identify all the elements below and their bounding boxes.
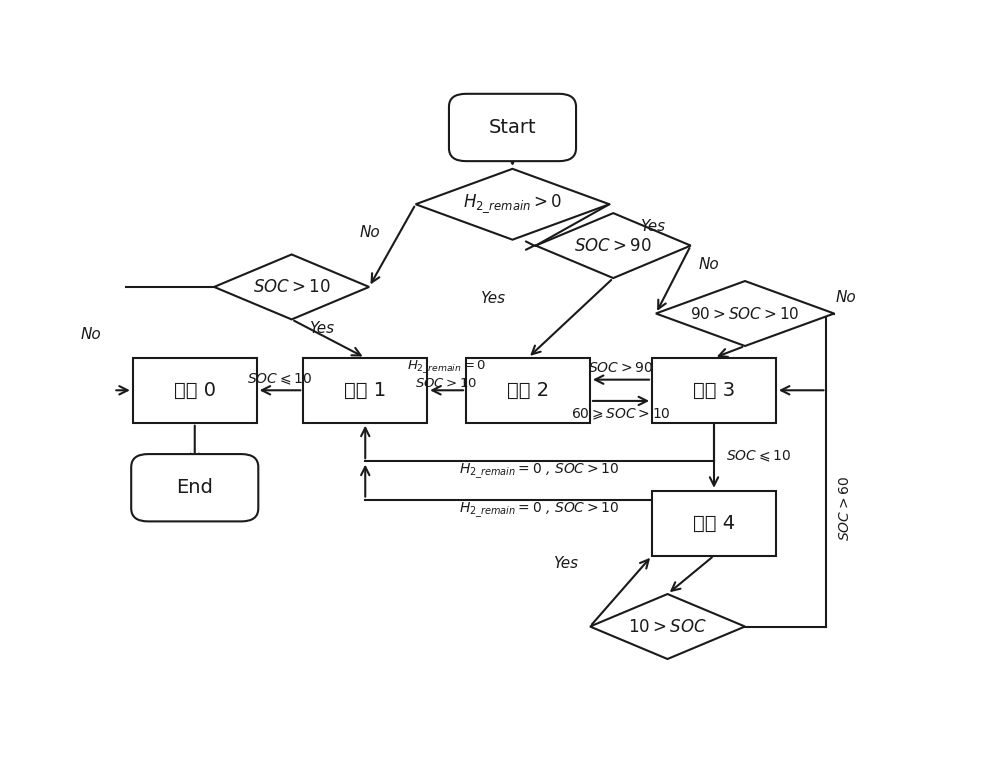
Text: $SOC>90$: $SOC>90$ (574, 236, 652, 255)
Text: 状态 0: 状态 0 (174, 380, 216, 400)
Text: 状态 4: 状态 4 (693, 514, 735, 532)
Text: Yes: Yes (640, 219, 666, 234)
Text: $90>SOC>10$: $90>SOC>10$ (690, 305, 800, 321)
Text: End: End (176, 479, 213, 497)
Text: $SOC>90$: $SOC>90$ (588, 360, 654, 375)
Bar (652, 357, 776, 423)
Bar (133, 357, 257, 423)
Text: $SOC>60$: $SOC>60$ (838, 476, 852, 541)
Text: $SOC>10$: $SOC>10$ (253, 278, 330, 296)
Text: $SOC\leqslant10$: $SOC\leqslant10$ (247, 372, 313, 387)
Bar (303, 357, 427, 423)
Text: $SOC\leqslant10$: $SOC\leqslant10$ (726, 449, 791, 465)
Text: Start: Start (489, 118, 536, 137)
Text: 状态 1: 状态 1 (344, 380, 386, 400)
Text: 状态 3: 状态 3 (693, 380, 735, 400)
Text: $10>SOC$: $10>SOC$ (628, 617, 707, 636)
Text: $H_{2\_remain}>0$: $H_{2\_remain}>0$ (463, 193, 562, 216)
Polygon shape (536, 213, 691, 278)
Text: Yes: Yes (553, 555, 578, 571)
Text: No: No (698, 257, 719, 272)
Polygon shape (590, 594, 745, 659)
Text: $H_{2\_remain}=0$
$SOC>10$: $H_{2\_remain}=0$ $SOC>10$ (407, 358, 486, 390)
FancyBboxPatch shape (131, 454, 258, 522)
Text: No: No (836, 290, 856, 304)
FancyBboxPatch shape (449, 94, 576, 161)
Bar (652, 491, 776, 555)
Text: No: No (81, 327, 102, 341)
Text: Yes: Yes (309, 321, 334, 336)
Polygon shape (416, 169, 609, 239)
Text: 状态 2: 状态 2 (507, 380, 549, 400)
Text: No: No (360, 225, 381, 239)
Polygon shape (214, 255, 369, 319)
Polygon shape (656, 281, 834, 346)
Text: $H_{2\_remain}=0$ , $SOC>10$: $H_{2\_remain}=0$ , $SOC>10$ (459, 462, 620, 482)
Text: Yes: Yes (480, 291, 505, 306)
Text: $H_{2\_remain}=0$ , $SOC>10$: $H_{2\_remain}=0$ , $SOC>10$ (459, 501, 620, 520)
Bar (466, 357, 590, 423)
Text: $60\geqslant SOC>10$: $60\geqslant SOC>10$ (571, 407, 671, 422)
